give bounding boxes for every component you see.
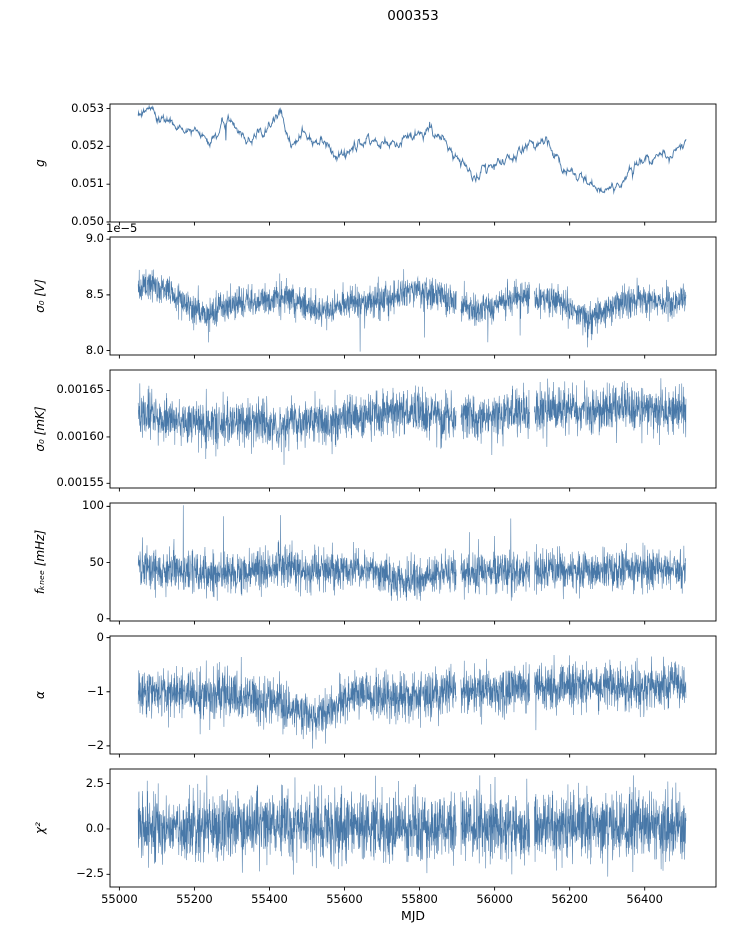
y-tick-label: 0 <box>96 610 104 625</box>
y-tick-label: 0.00155 <box>56 475 104 490</box>
panel-chi2-canvas <box>100 759 726 897</box>
y-tick-label: 0.0 <box>85 820 104 835</box>
y-tick-label: 9.0 <box>85 231 104 246</box>
y-tick-label: 0.052 <box>71 138 104 153</box>
x-tick-label: 56200 <box>551 892 588 906</box>
y-tick-label: 0.00165 <box>56 382 104 397</box>
y-tick-label: 0 <box>96 629 104 644</box>
x-tick-label: 56000 <box>476 892 513 906</box>
panel-sigma0-v-canvas <box>100 227 726 365</box>
y-tick-label: −2.5 <box>76 866 104 881</box>
y-tick-label: 8.0 <box>85 342 104 357</box>
y-tick-label: 100 <box>82 498 104 513</box>
y-tick-label: −1 <box>87 683 104 698</box>
y-tick-label: 0.051 <box>71 176 104 191</box>
x-tick-label: 55400 <box>251 892 288 906</box>
y-tick-label: 0.053 <box>71 100 104 115</box>
panel-g-canvas <box>100 94 726 232</box>
panel-fknee-canvas <box>100 493 726 631</box>
x-tick-label: 55600 <box>326 892 363 906</box>
figure-title: 000353 <box>387 8 439 24</box>
y-tick-label: 8.5 <box>85 286 104 301</box>
panel-sigma0-mk-canvas <box>100 360 726 498</box>
ylabel-g: g <box>33 159 47 167</box>
x-tick-label: 55800 <box>401 892 438 906</box>
y-tick-label: 0.00160 <box>56 428 104 443</box>
xlabel: MJD <box>400 908 426 923</box>
x-tick-label: 55000 <box>101 892 138 906</box>
x-tick-label: 55200 <box>176 892 213 906</box>
x-tick-label: 56400 <box>626 892 663 906</box>
panel-alpha-canvas <box>100 626 726 764</box>
y-tick-label: 50 <box>89 554 104 569</box>
y-tick-label: −2 <box>87 737 104 752</box>
y-tick-label: 2.5 <box>85 775 104 790</box>
y-tick-label: 0.050 <box>71 214 104 228</box>
